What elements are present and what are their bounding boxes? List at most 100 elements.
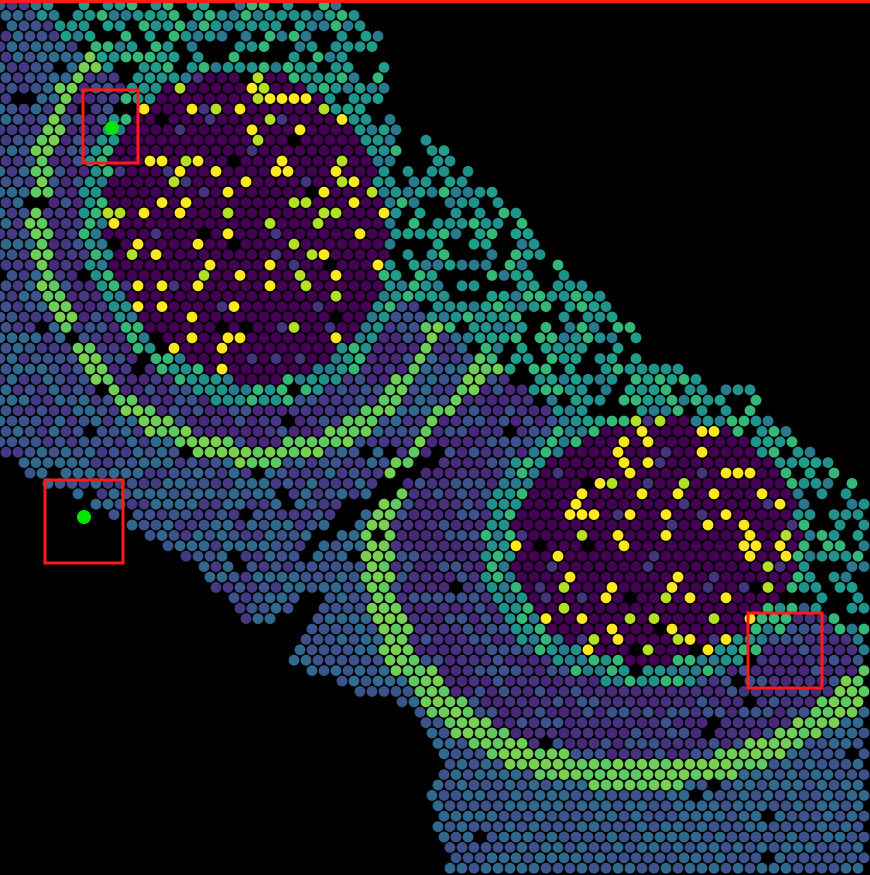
spot xyxy=(54,374,66,385)
spot xyxy=(384,280,396,292)
spot xyxy=(150,519,162,531)
spot xyxy=(432,384,444,396)
spot xyxy=(480,592,492,604)
spot xyxy=(654,478,666,489)
spot xyxy=(390,145,402,157)
spot xyxy=(420,530,432,541)
spot xyxy=(228,301,240,312)
spot xyxy=(54,207,66,219)
spot xyxy=(696,509,708,520)
spot xyxy=(186,436,198,448)
spot xyxy=(390,540,402,552)
spot xyxy=(708,571,720,583)
spot xyxy=(654,374,666,385)
spot xyxy=(126,228,138,240)
spot xyxy=(132,426,144,437)
spot xyxy=(804,509,816,520)
spot xyxy=(150,145,162,157)
spot xyxy=(774,748,786,760)
spot xyxy=(18,290,30,302)
spot xyxy=(738,457,750,468)
spot xyxy=(84,363,96,375)
spot xyxy=(552,467,564,479)
spot xyxy=(576,842,588,853)
spot xyxy=(534,769,546,780)
spot xyxy=(252,363,264,375)
spot xyxy=(810,831,822,843)
spot xyxy=(684,821,696,832)
spot xyxy=(732,530,744,541)
spot xyxy=(432,488,444,500)
spot xyxy=(498,706,510,718)
spot xyxy=(546,415,558,427)
spot xyxy=(522,582,534,593)
spot xyxy=(498,540,510,552)
spot xyxy=(66,228,78,240)
spot xyxy=(450,790,462,801)
selection-box[interactable] xyxy=(43,478,125,565)
spot xyxy=(234,353,246,364)
spot xyxy=(210,436,222,448)
spot xyxy=(246,353,258,364)
spot xyxy=(636,405,648,416)
spot xyxy=(174,415,186,427)
spot xyxy=(780,509,792,520)
spot xyxy=(678,810,690,822)
spot xyxy=(456,862,468,874)
spot xyxy=(354,124,366,136)
spot xyxy=(762,561,774,572)
spot xyxy=(360,675,372,687)
spot xyxy=(498,290,510,302)
spot xyxy=(468,322,480,333)
spot xyxy=(702,748,714,760)
spot xyxy=(150,311,162,323)
spot xyxy=(510,748,522,760)
spot xyxy=(534,478,546,489)
spot xyxy=(468,862,480,874)
spot xyxy=(306,644,318,656)
spot xyxy=(834,852,846,864)
spot xyxy=(564,384,576,396)
spot xyxy=(90,374,102,385)
spot xyxy=(558,561,570,572)
spot xyxy=(708,592,720,604)
selection-box[interactable] xyxy=(746,611,824,690)
spot xyxy=(282,290,294,302)
spot xyxy=(408,675,420,687)
spot xyxy=(150,436,162,448)
spot xyxy=(720,426,732,437)
spot xyxy=(108,363,120,375)
spot xyxy=(450,394,462,406)
spot xyxy=(228,488,240,500)
spot xyxy=(126,457,138,468)
spot xyxy=(288,155,300,167)
spot xyxy=(0,415,6,427)
spot xyxy=(762,457,774,468)
spot xyxy=(48,342,60,354)
spot xyxy=(114,311,126,323)
spot xyxy=(18,353,30,364)
spot xyxy=(690,727,702,739)
spot xyxy=(282,62,294,73)
spot xyxy=(504,384,516,396)
spot xyxy=(852,654,864,666)
spot xyxy=(126,166,138,177)
spot xyxy=(282,249,294,260)
spot xyxy=(156,509,168,520)
spot xyxy=(570,582,582,593)
spot xyxy=(396,550,408,562)
spot xyxy=(444,779,456,791)
spot xyxy=(702,394,714,406)
spot xyxy=(48,405,60,416)
spot xyxy=(54,353,66,364)
selection-box[interactable] xyxy=(81,88,140,165)
spot xyxy=(690,665,702,676)
spot xyxy=(720,675,732,687)
spot xyxy=(366,561,378,572)
spot xyxy=(96,301,108,312)
spot xyxy=(798,457,810,468)
spot xyxy=(360,592,372,604)
spot xyxy=(24,134,36,146)
spot xyxy=(678,769,690,780)
spot xyxy=(462,644,474,656)
